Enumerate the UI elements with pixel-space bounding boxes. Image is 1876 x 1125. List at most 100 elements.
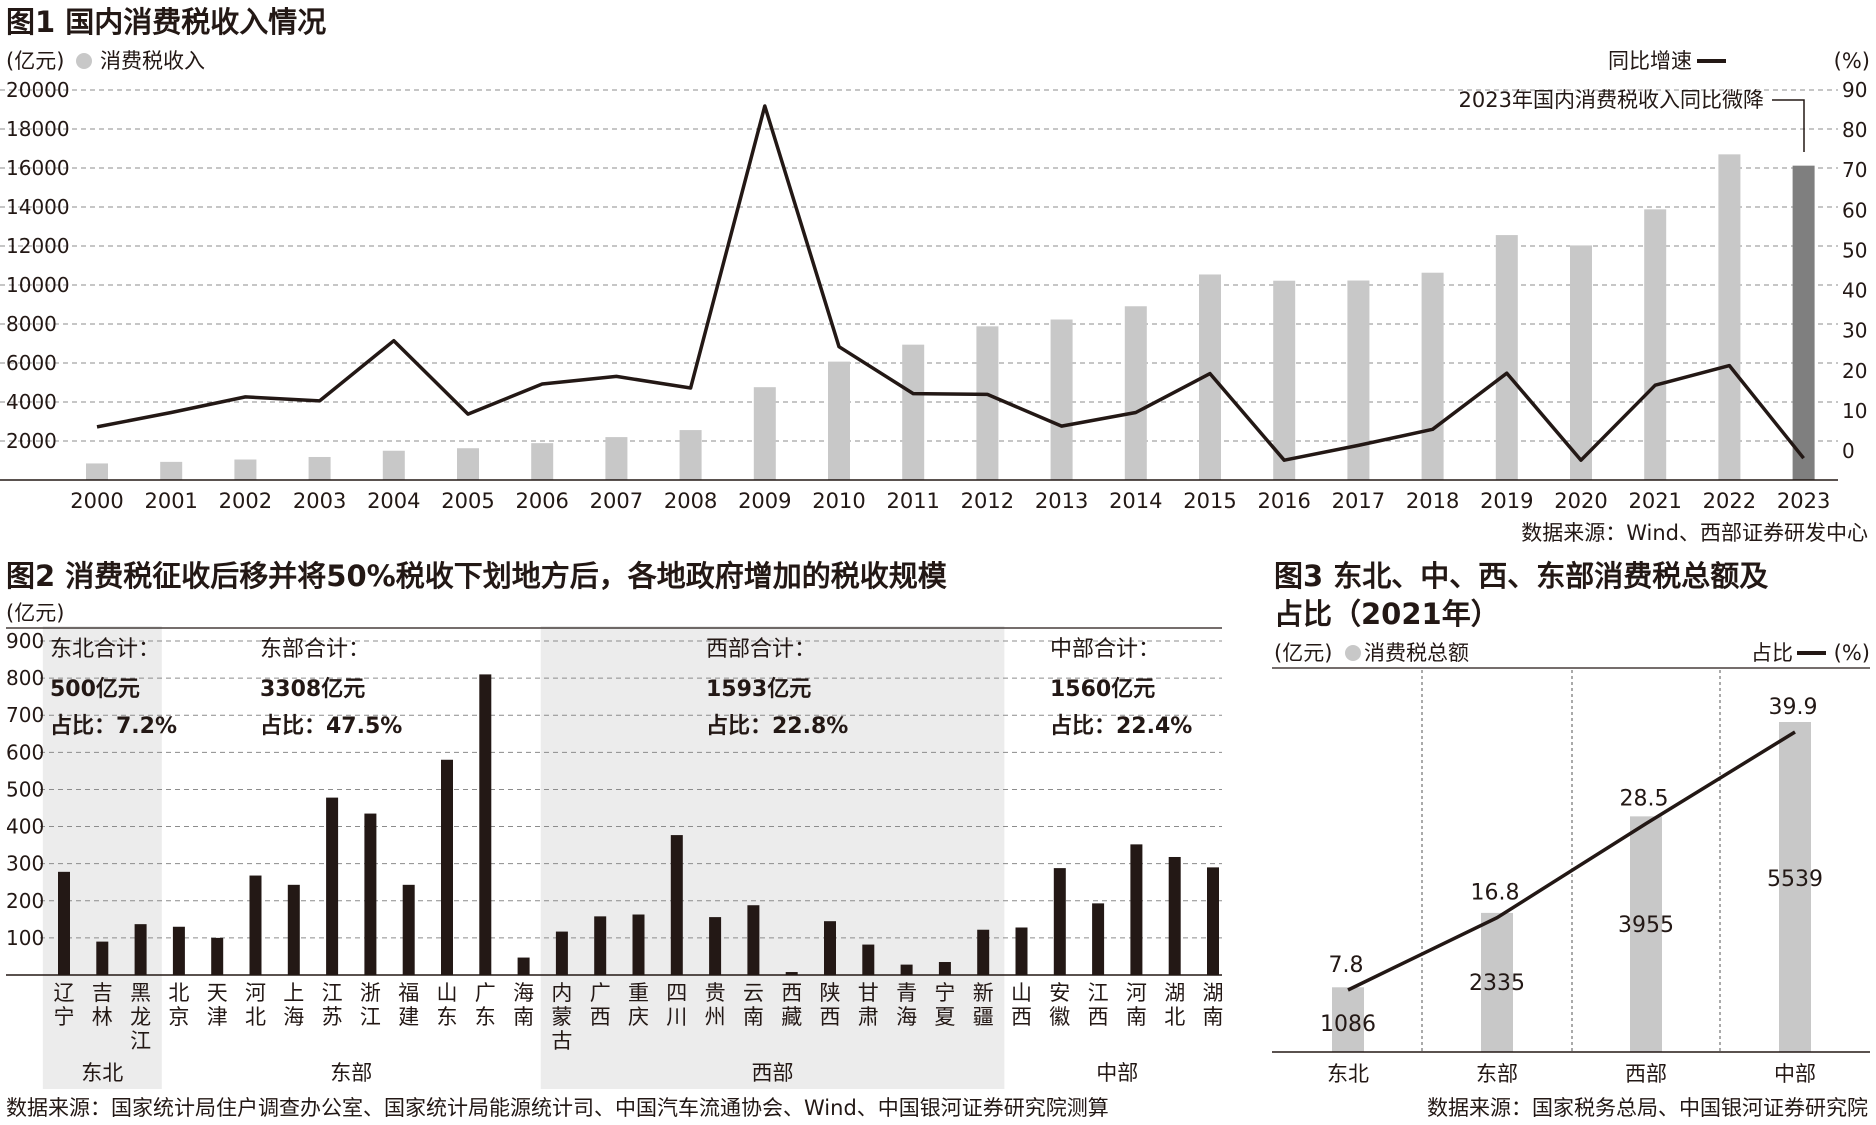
fig2-x-tick-label: 福建: [398, 981, 419, 1029]
fig2-y-tick-label: 200: [6, 889, 44, 913]
fig2-gridlines: [6, 627, 1222, 939]
fig2-group-total-heading: 西部合计：: [706, 637, 816, 662]
fig2-y-tick-label: 800: [6, 666, 44, 690]
fig2-x-tick-label: 四川: [666, 981, 687, 1029]
fig1-x-tick-label: 2000: [70, 489, 123, 513]
fig2-group-total-heading: 东部合计：: [260, 637, 370, 662]
fig2-bar: [1092, 903, 1105, 975]
fig2-y-tick-label: 400: [6, 815, 44, 839]
fig2-group-label: 东北: [81, 1061, 123, 1085]
fig1-x-tick-label: 2021: [1628, 489, 1681, 513]
fig2-x-tick-label: 海南: [513, 981, 534, 1029]
fig2-x-tick-label: 安徽: [1049, 981, 1070, 1029]
fig2-x-tick-label: 辽宁: [54, 981, 75, 1029]
fig1-bar: [902, 344, 925, 480]
fig2-y-axis: 900 800 700 600 500 400 300 200 100: [6, 629, 44, 950]
fig2-x-tick-label: 贵州: [705, 981, 726, 1029]
fig1-left-tick-label: 4000: [6, 390, 57, 414]
fig2-bar: [287, 884, 300, 975]
fig3-bar: [1481, 912, 1513, 1052]
fig2-bar: [824, 921, 836, 975]
fig3-bar-value-label: 2335: [1469, 971, 1525, 996]
fig2-unit: (亿元): [6, 601, 64, 625]
fig1-right-tick-label: 60: [1842, 198, 1867, 222]
fig1-left-tick-label: 16000: [6, 156, 70, 180]
fig2-region-shading: [42, 626, 1005, 1089]
fig2-x-tick-label: 吉林: [92, 981, 113, 1029]
fig1-bar: [1570, 245, 1592, 480]
fig1-right-tick-label: 20: [1842, 359, 1867, 383]
fig1-right-tick-label: 90: [1842, 78, 1867, 102]
fig2-group-total-heading: 东北合计：: [50, 637, 160, 662]
fig2-y-tick-label: 300: [6, 852, 44, 876]
fig1-x-tick-label: 2010: [812, 489, 865, 513]
fig2-y-tick-label: 900: [6, 629, 44, 653]
fig2-x-tick-label: 黑龙江: [130, 981, 151, 1053]
fig1-x-axis: 2000 2001 2002 2003 2004 2005 2006 2007 2008 2009…: [70, 489, 1830, 513]
fig1-bar: [1421, 272, 1444, 480]
fig3-title-line1: 图3 东北、中、西、东部消费税总额及: [1274, 559, 1768, 593]
fig2-group-label: 东部: [330, 1061, 372, 1085]
fig2-x-tick-label: 陕西: [820, 981, 841, 1029]
fig3-bar: [1630, 816, 1662, 1052]
fig3-source: 数据来源：国家税务总局、中国银河证券研究院: [1427, 1096, 1868, 1120]
fig2-x-tick-label: 甘肃: [858, 981, 879, 1029]
fig2-bar: [1053, 868, 1066, 975]
fig2-bar: [977, 929, 990, 975]
fig2-x-tick-label: 西藏: [781, 981, 802, 1029]
fig2-x-tick-label: 江苏: [322, 981, 343, 1029]
fig2-x-tick-label: 江西: [1088, 981, 1109, 1029]
fig3-legend-bar-icon: [1345, 645, 1361, 661]
fig2-group-total-value: 1560亿元: [1050, 677, 1155, 702]
fig1-bar: [753, 387, 776, 480]
fig3-share-value-label: 16.8: [1471, 881, 1520, 906]
fig2-bar: [96, 941, 109, 975]
fig2-x-tick-label: 湖南: [1203, 981, 1224, 1029]
fig1-legend-bar-label: 消费税收入: [100, 49, 205, 73]
fig1-bar: [1124, 306, 1147, 480]
fig2-group-label: 中部: [1096, 1061, 1138, 1085]
fig3-bar-value-label: 3955: [1618, 913, 1674, 938]
fig3-bars: [1332, 722, 1811, 1052]
fig2-bar: [938, 962, 951, 975]
fig3-left-unit: (亿元): [1274, 641, 1332, 665]
fig2-x-tick-label: 广东: [475, 981, 496, 1029]
fig1-bar: [1792, 165, 1815, 480]
fig2-bar: [1130, 844, 1143, 975]
fig3-x-axis: 东北 东部 西部 中部: [1327, 1062, 1816, 1086]
fig1-right-tick-label: 10: [1842, 399, 1867, 423]
fig2-x-tick-label: 上海: [283, 981, 304, 1029]
fig3-legend-line-label: 占比: [1751, 641, 1793, 665]
fig2-bar: [862, 944, 875, 975]
fig1-x-tick-label: 2001: [144, 489, 197, 513]
fig1-x-tick-label: 2007: [590, 489, 643, 513]
fig1-bars: [86, 154, 1815, 480]
fig2-bar: [1207, 867, 1219, 975]
fig3-x-tick-label: 东北: [1327, 1062, 1369, 1086]
fig1-x-tick-label: 2015: [1183, 489, 1236, 513]
fig1-bar: [1273, 280, 1296, 480]
fig1-bar: [308, 456, 331, 480]
fig3-data-labels: 1086 2335 3955 5539 7.8 16.8 28.5 39.9: [1320, 695, 1823, 1037]
fig1-bar: [382, 450, 405, 480]
fig2-x-tick-label: 云南: [743, 981, 764, 1029]
fig2-group-label: 西部: [752, 1061, 794, 1085]
fig2-bar: [900, 964, 913, 975]
fig1-x-tick-label: 2002: [219, 489, 272, 513]
fig2-bar: [709, 917, 722, 975]
fig1-left-axis: 20000 18000 16000 14000 12000 10000 8000 6000 40…: [6, 78, 70, 453]
fig2-x-tick-label: 湖北: [1164, 981, 1185, 1029]
fig2-bar: [441, 759, 453, 975]
fig2-bar: [211, 937, 224, 975]
fig1-x-tick-label: 2011: [886, 489, 939, 513]
fig1-bar: [457, 448, 479, 480]
fig1-right-tick-label: 50: [1842, 238, 1867, 262]
fig2-group-total-share: 占比：22.4%: [1050, 714, 1192, 739]
fig1-x-tick-label: 2004: [367, 489, 420, 513]
fig1-x-tick-label: 2006: [515, 489, 568, 513]
fig3-bar-value-label: 5539: [1767, 867, 1823, 892]
fig2-region-shade: [42, 626, 162, 1089]
fig2-region-shade: [540, 626, 1005, 1089]
fig3-share-value-label: 7.8: [1329, 953, 1364, 978]
fig3-share-value-label: 39.9: [1769, 695, 1818, 720]
